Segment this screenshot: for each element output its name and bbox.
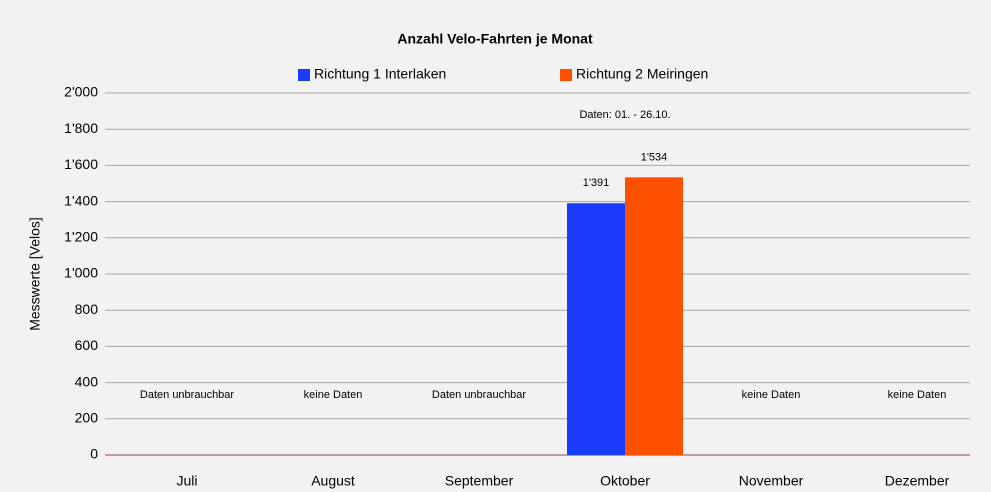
category-note: keine Daten bbox=[742, 389, 801, 401]
y-tick-label: 600 bbox=[75, 337, 99, 353]
x-tick-label: November bbox=[739, 473, 804, 489]
legend-label: Richtung 1 Interlaken bbox=[314, 66, 446, 82]
legend-swatch bbox=[298, 69, 310, 81]
y-tick-label: 200 bbox=[75, 410, 99, 426]
y-tick-label: 1'400 bbox=[64, 192, 98, 208]
data-label: 1'391 bbox=[583, 177, 610, 189]
category-note: Daten unbrauchbar bbox=[140, 389, 235, 401]
annotation: Daten: 01. - 26.10. bbox=[579, 109, 670, 121]
y-tick-label: 800 bbox=[75, 301, 99, 317]
category-note: Daten unbrauchbar bbox=[432, 389, 527, 401]
bar bbox=[567, 203, 625, 455]
y-tick-label: 1'000 bbox=[64, 265, 98, 281]
y-tick-label: 1'800 bbox=[64, 120, 98, 136]
data-label: 1'534 bbox=[641, 151, 668, 163]
category-note: keine Daten bbox=[888, 389, 947, 401]
y-tick-label: 400 bbox=[75, 373, 99, 389]
x-tick-label: Dezember bbox=[885, 473, 950, 489]
y-axis-label: Messwerte [Velos] bbox=[27, 217, 43, 331]
y-tick-label: 1'600 bbox=[64, 156, 98, 172]
x-tick-label: Oktober bbox=[600, 473, 650, 489]
bar bbox=[625, 177, 683, 455]
x-tick-label: August bbox=[311, 473, 355, 489]
legend-label: Richtung 2 Meiringen bbox=[576, 66, 708, 82]
x-tick-label: September bbox=[445, 473, 514, 489]
legend-swatch bbox=[560, 69, 572, 81]
y-tick-label: 2'000 bbox=[64, 84, 98, 100]
chart-title: Anzahl Velo-Fahrten je Monat bbox=[397, 31, 593, 47]
category-note: keine Daten bbox=[304, 389, 363, 401]
x-tick-label: Juli bbox=[176, 473, 197, 489]
y-tick-label: 0 bbox=[90, 446, 98, 462]
y-tick-label: 1'200 bbox=[64, 229, 98, 245]
